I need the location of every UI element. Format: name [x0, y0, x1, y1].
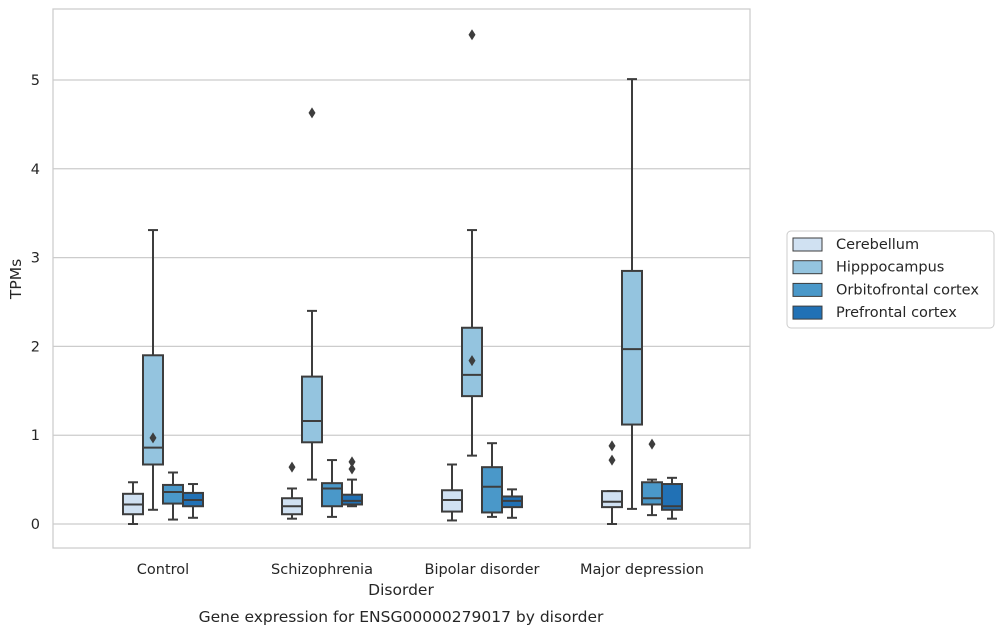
legend-label-3: Prefrontal cortex — [836, 305, 957, 321]
y-tick-label-0: 0 — [31, 517, 40, 533]
outlier-point-1 — [608, 440, 616, 452]
series-2 — [162, 438, 663, 521]
y-tick-label-3: 3 — [31, 251, 40, 267]
x-tick-label-3: Major depression — [580, 562, 704, 578]
box-3-1 — [341, 456, 363, 508]
y-tick-label-5: 5 — [31, 73, 40, 89]
outlier-point-0 — [608, 454, 616, 466]
box-body — [301, 375, 323, 444]
box-body — [341, 493, 363, 506]
box-body — [162, 483, 184, 505]
legend-label-1: Hipppocampus — [836, 260, 944, 276]
y-tick-label-1: 1 — [31, 428, 40, 444]
box-2-2 — [481, 442, 503, 518]
legend-swatch-2 — [792, 282, 823, 297]
legend: Cerebellum Hipppocampus Orbitofrontal cort… — [786, 230, 995, 329]
x-axis-label: Disorder — [368, 581, 434, 599]
grid-lines — [53, 79, 750, 525]
legend-swatch-1 — [792, 260, 823, 275]
plot-frame — [52, 8, 751, 549]
box-0-0 — [122, 481, 144, 525]
outlier-point-0 — [348, 463, 356, 475]
box-2-1 — [321, 459, 343, 518]
x-tick-label-2: Bipolar disorder — [425, 562, 540, 578]
legend-label-2: Orbitofrontal cortex — [836, 282, 979, 298]
box-1-2 — [461, 29, 483, 457]
box-series — [122, 29, 683, 525]
box-body — [621, 269, 643, 426]
y-tick-label-2: 2 — [31, 339, 40, 355]
legend-swatch-3 — [792, 305, 823, 320]
outlier-point-0 — [468, 355, 476, 367]
box-body — [142, 354, 164, 466]
x-tick-labels: Control Schizophrenia Bipolar disorder Majo… — [137, 562, 704, 578]
outlier-point-1 — [468, 29, 476, 41]
x-tick-label-0: Control — [137, 562, 189, 578]
chart-caption: Gene expression for ENSG00000279017 by d… — [199, 608, 604, 626]
box-0-1 — [281, 461, 303, 520]
box-1-1 — [301, 107, 323, 481]
box-2-3 — [641, 438, 663, 517]
outlier-point-0 — [149, 432, 157, 444]
box-3-3 — [661, 476, 683, 520]
y-tick-labels: 0 1 2 3 4 5 — [31, 73, 40, 533]
outlier-point-0 — [648, 438, 656, 450]
legend-label-0: Cerebellum — [836, 237, 919, 253]
series-1 — [142, 29, 643, 511]
box-1-0 — [142, 229, 164, 511]
box-body — [661, 483, 683, 511]
box-body — [321, 482, 343, 508]
outlier-point-0 — [288, 461, 296, 473]
x-tick-label-1: Schizophrenia — [271, 562, 373, 578]
series-0 — [122, 440, 623, 525]
box-3-2 — [501, 488, 523, 519]
box-body — [601, 490, 623, 509]
box-3-0 — [182, 483, 204, 519]
y-tick-label-4: 4 — [31, 162, 40, 178]
box-body — [641, 481, 663, 506]
outlier-point-0 — [308, 107, 316, 119]
series-3 — [182, 456, 683, 520]
box-1-3 — [621, 78, 643, 510]
legend-frame — [786, 230, 995, 329]
outlier-point-1 — [348, 456, 356, 468]
box-body — [481, 466, 503, 514]
y-axis-label: TPMs — [7, 259, 25, 300]
box-0-2 — [441, 463, 463, 522]
box-0-3 — [601, 440, 623, 525]
box-2-0 — [162, 471, 184, 521]
legend-swatch-0 — [792, 237, 823, 252]
